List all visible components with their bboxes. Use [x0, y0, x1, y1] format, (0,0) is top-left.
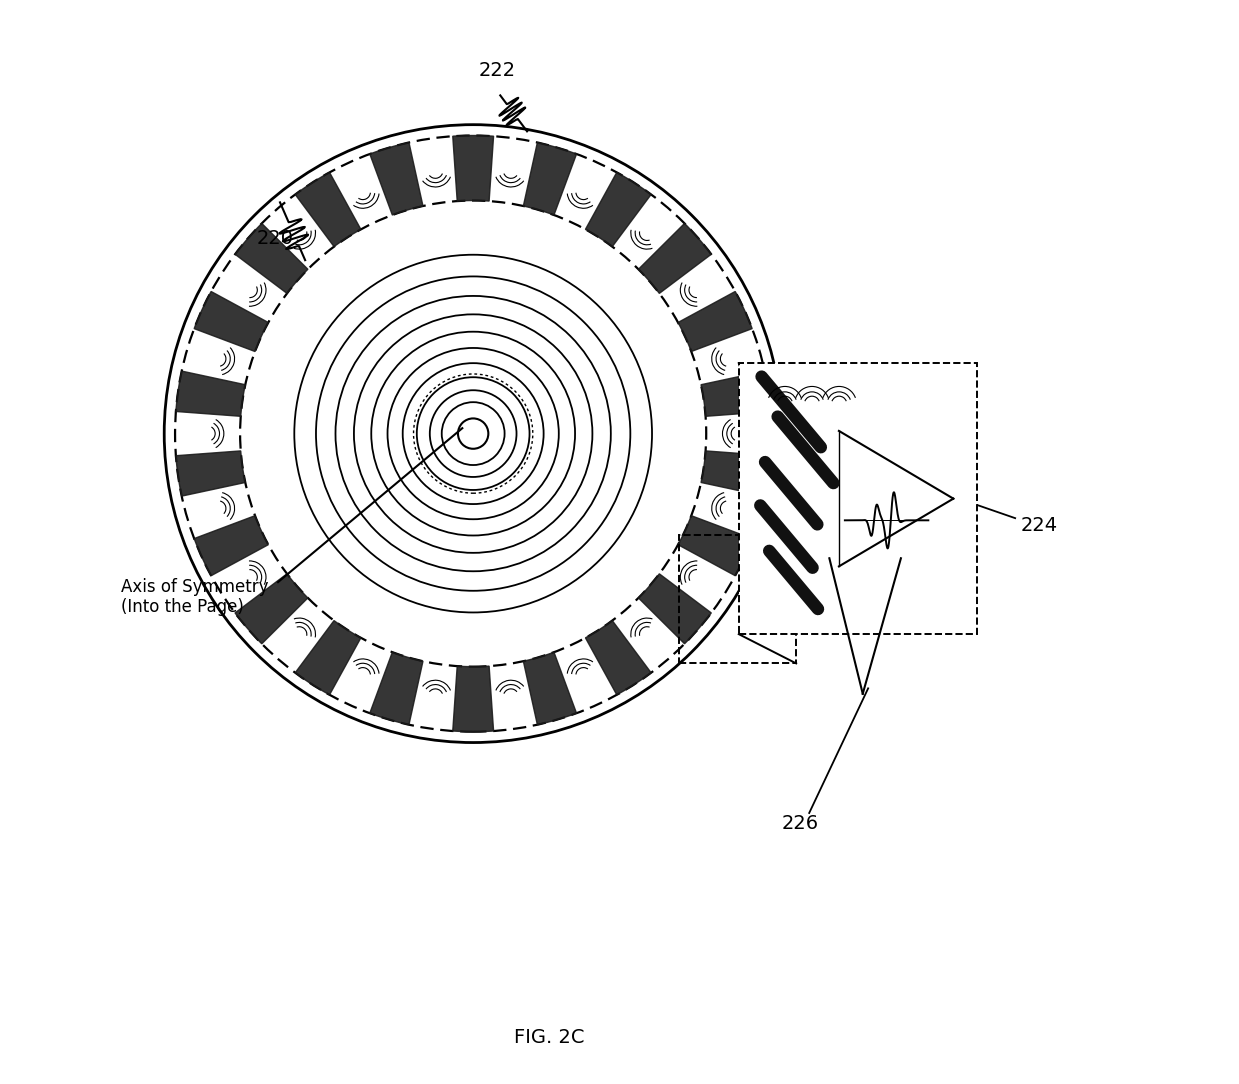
Polygon shape [586, 620, 652, 695]
Polygon shape [235, 223, 309, 294]
Polygon shape [295, 620, 361, 695]
Text: 222: 222 [478, 61, 515, 80]
Polygon shape [369, 142, 422, 215]
Polygon shape [678, 516, 752, 576]
Polygon shape [452, 136, 493, 202]
Polygon shape [638, 573, 711, 644]
Text: FIG. 2C: FIG. 2C [514, 1028, 585, 1047]
Text: 226: 226 [782, 814, 819, 834]
Polygon shape [586, 172, 652, 247]
Text: 224: 224 [1021, 516, 1058, 535]
Text: Axis of Symmetry
(Into the Page): Axis of Symmetry (Into the Page) [121, 578, 269, 617]
Polygon shape [452, 666, 493, 732]
Text: 220: 220 [256, 229, 294, 248]
Polygon shape [523, 653, 576, 725]
Polygon shape [701, 371, 771, 416]
Bar [679, 535, 797, 663]
Polygon shape [176, 451, 245, 496]
Polygon shape [195, 516, 269, 576]
Polygon shape [235, 573, 309, 644]
Polygon shape [195, 292, 269, 351]
Bar [738, 363, 978, 634]
Polygon shape [295, 172, 361, 247]
Polygon shape [638, 223, 711, 294]
Polygon shape [678, 292, 752, 351]
Polygon shape [369, 653, 422, 725]
Polygon shape [701, 451, 771, 496]
Polygon shape [523, 142, 576, 215]
Polygon shape [176, 371, 245, 416]
